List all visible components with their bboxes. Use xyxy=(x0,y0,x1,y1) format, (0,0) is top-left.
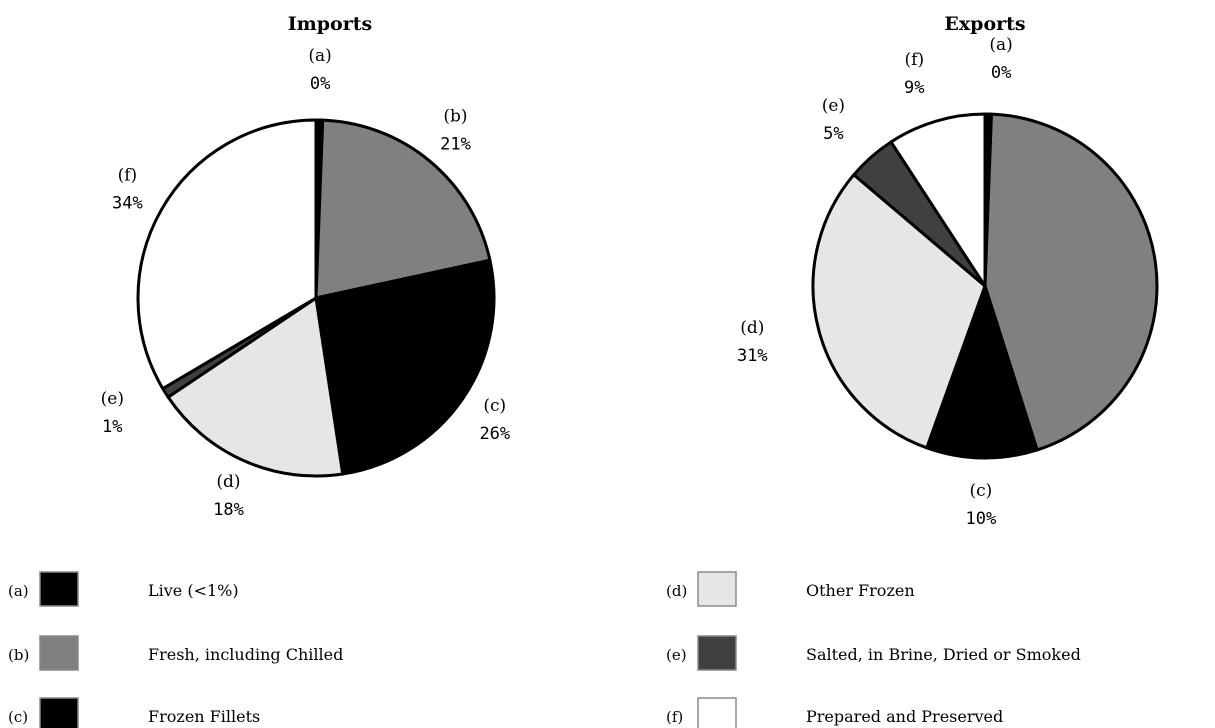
imports-pie-label-code-c: (c) xyxy=(483,396,506,416)
imports-pie-label-pct-b: 21% xyxy=(440,135,471,155)
imports-pie-label-pct-d: 18% xyxy=(213,500,244,520)
legend-label-e: Salted, in Brine, Dried or Smoked xyxy=(806,645,1081,664)
imports-pie-label-code-f: (f) xyxy=(118,165,138,185)
imports-pie-label-pct-c: 26% xyxy=(479,424,510,444)
legend-code-d: (d) xyxy=(666,582,687,600)
exports-pie-label-code-f: (f) xyxy=(905,50,925,70)
imports-pie-slice-d xyxy=(166,296,345,478)
imports-pie: (a) 0% (b) 21% (c) 26% (d) 18% (e) 1% (f) 34% xyxy=(101,46,511,520)
legend-code-b: (b) xyxy=(8,646,29,664)
imports-pie-slice-b xyxy=(314,118,492,300)
imports-pie-label-pct-e: 1% xyxy=(102,417,122,437)
exports-pie-label-code-d: (d) xyxy=(740,318,764,338)
legend-swatch-f xyxy=(697,697,737,728)
legend-label-c: Frozen Fillets xyxy=(148,707,260,726)
imports-pie-label-pct-f: 34% xyxy=(112,193,143,213)
exports-pie-label-code-e: (e) xyxy=(822,96,845,116)
exports-pie-label-pct-c: 10% xyxy=(966,509,997,529)
exports-pie-label-code-c: (c) xyxy=(970,481,993,501)
exports-pie-label-pct-d: 31% xyxy=(737,346,768,366)
exports-pie-label-pct-e: 5% xyxy=(823,124,843,144)
exports-pie-label-code-a: (a) xyxy=(989,35,1012,55)
legend-label-a: Live (<1%) xyxy=(148,581,239,600)
imports-pie-slice-c xyxy=(314,258,496,476)
exports-pie-slice-b xyxy=(983,112,1159,452)
legend-code-c: (c) xyxy=(8,708,28,726)
legend-swatch-c xyxy=(39,697,79,728)
imports-pie-label-code-b: (b) xyxy=(443,107,467,127)
legend-label-f: Prepared and Preserved xyxy=(806,707,1003,726)
exports-pie-label-pct-a: 0% xyxy=(991,63,1011,83)
legend: (a) Live (<1%) (b) Fresh, including Chilled… xyxy=(8,571,1081,728)
legend-label-b: Fresh, including Chilled xyxy=(148,645,343,664)
exports-pie: (a)0%(b)45%(c)10%(d)31%(e)5%(f)9% xyxy=(737,35,1159,529)
exports-pie-slice-f xyxy=(889,112,987,288)
legend-swatch-a xyxy=(39,571,79,607)
legend-label-d: Other Frozen xyxy=(806,581,915,600)
legend-swatch-e xyxy=(697,635,737,671)
exports-pie-slice-c xyxy=(925,284,1039,460)
legend-swatch-b xyxy=(39,635,79,671)
exports-pie-slice-d xyxy=(811,173,987,450)
legend-code-a: (a) xyxy=(8,582,29,600)
exports-title: Exports xyxy=(944,13,1025,35)
legend-swatch-d xyxy=(697,571,737,607)
imports-pie-slice-f xyxy=(136,118,318,391)
exports-pie-label-pct-f: 9% xyxy=(904,78,924,98)
legend-code-f: (f) xyxy=(666,708,683,726)
legend-code-e: (e) xyxy=(666,646,687,664)
imports-pie-label-pct-a: 0% xyxy=(310,74,330,94)
imports-pie-label-code-d: (d) xyxy=(216,472,240,492)
imports-pie-label-code-e: (e) xyxy=(101,389,124,409)
imports-pie-label-code-a: (a) xyxy=(308,46,331,66)
imports-title: Imports xyxy=(288,13,372,35)
